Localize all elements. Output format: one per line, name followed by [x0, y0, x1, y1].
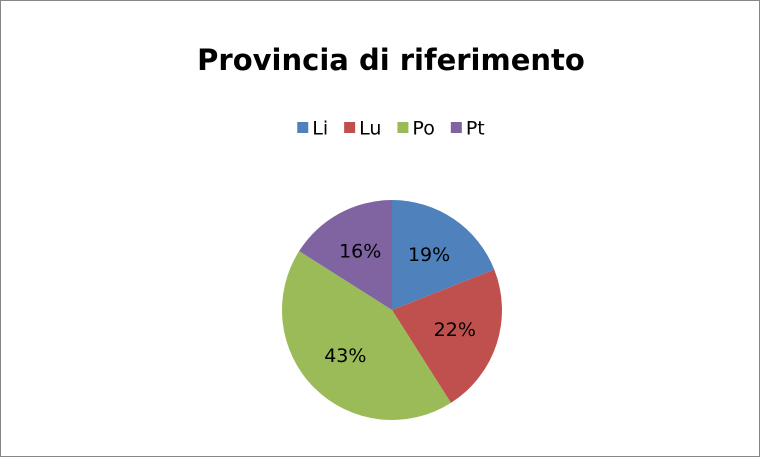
chart-title: Provincia di riferimento — [197, 43, 585, 77]
legend-swatch — [344, 122, 356, 133]
slice-label: 43% — [324, 345, 366, 367]
legend-label: Lu — [359, 118, 381, 140]
legend-swatch — [450, 122, 462, 133]
slice-label: 19% — [408, 244, 450, 266]
legend-label: Li — [312, 118, 328, 140]
legend-swatch — [297, 122, 309, 133]
legend: Li Lu Po Pt — [297, 118, 485, 140]
pie: 19% 22% 43% 16% — [282, 200, 503, 420]
legend-label: Po — [412, 118, 434, 140]
pie-slice — [392, 200, 495, 310]
slice-label: 22% — [434, 319, 476, 341]
legend-swatch — [397, 122, 409, 133]
pie-slice — [299, 200, 392, 310]
slice-label: 16% — [339, 241, 381, 263]
pie-slice — [392, 269, 503, 403]
pie-slice — [282, 251, 451, 420]
legend-label: Pt — [466, 118, 485, 140]
